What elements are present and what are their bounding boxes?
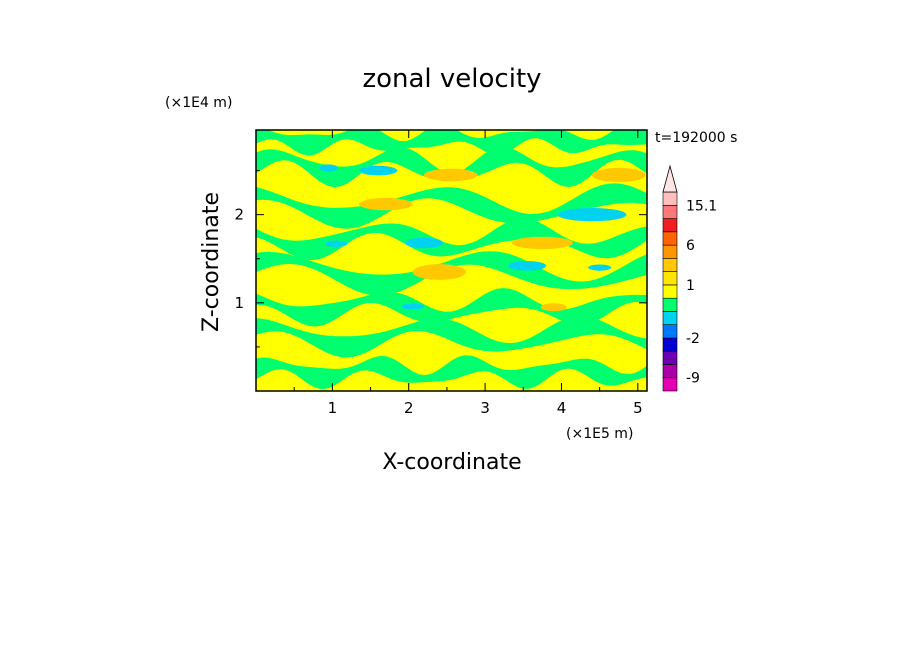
green-band-0 (256, 355, 647, 390)
colorbar-swatch-3 (662, 337, 678, 352)
x-unit-label: (×1E5 m) (566, 426, 633, 442)
y-tick-label-1: 1 (234, 294, 244, 312)
green-band-7 (256, 130, 647, 156)
colorbar-swatch-4 (662, 324, 678, 339)
orange-patch-4 (592, 167, 646, 183)
green-band-6 (256, 146, 647, 188)
colorbar-overflow-arrow (662, 164, 678, 193)
colorbar-swatch-6 (662, 297, 678, 312)
green-band-3 (256, 251, 647, 296)
orange-patch-1 (412, 264, 466, 280)
x-axis-label: X-coordinate (382, 450, 521, 475)
orange-patch-0 (540, 303, 567, 312)
colorbar-label-6: 6 (686, 238, 695, 254)
cyan-patch-13 (588, 264, 612, 271)
green-band-2 (256, 288, 647, 327)
x-tick-label-3: 3 (480, 399, 490, 417)
colorbar-swatch-14 (662, 191, 678, 206)
cyan-patch-12 (324, 240, 348, 247)
green-band-1 (256, 315, 647, 358)
plot-frame (255, 129, 648, 392)
y-unit-label: (×1E4 m) (165, 95, 232, 111)
x-tick-label-1: 1 (328, 399, 338, 417)
colorbar-label--9: -9 (686, 371, 700, 387)
y-tick-label-2: 2 (234, 206, 244, 224)
colorbar-swatch-5 (662, 311, 678, 325)
y-axis-ticks: 12 (234, 170, 647, 348)
x-axis-ticks: 1 2 3 4 5 (293, 130, 643, 417)
chart-title: zonal velocity (362, 64, 541, 94)
x-tick-label-5: 5 (633, 399, 643, 417)
x-tick-label-4: 4 (557, 399, 567, 417)
orange-patch-5 (424, 168, 478, 182)
cyan-patch-8 (507, 261, 547, 271)
green-band-5 (256, 183, 647, 229)
colorbar-swatch-0 (662, 377, 678, 392)
cyan-patch-10 (319, 164, 338, 172)
colorbar-label-15.1: 15.1 (686, 198, 717, 214)
colorbar-swatch-7 (662, 284, 678, 299)
colorbar-swatch-13 (662, 205, 678, 219)
orange-patch-3 (359, 197, 413, 211)
cyan-patch-6 (557, 208, 627, 222)
orange-patch-2 (511, 236, 573, 250)
colorbar-swatch-10 (662, 244, 678, 259)
cyan-patch-11 (401, 303, 425, 310)
colorbar-swatch-9 (662, 257, 678, 272)
colorbar: 15.1 6 1 -2 -9 (662, 164, 717, 392)
time-label: t=192000 s (655, 130, 737, 146)
colorbar-swatch-8 (662, 271, 678, 286)
colorbar-label--2: -2 (686, 331, 700, 347)
colorbar-swatch-2 (662, 350, 678, 365)
y-axis-label: Z-coordinate (199, 192, 224, 332)
contour-field (256, 130, 647, 391)
colorbar-label-1: 1 (686, 278, 695, 294)
colorbar-swatch-1 (662, 364, 678, 379)
colorbar-swatch-11 (662, 231, 678, 246)
cyan-patch-9 (359, 165, 398, 176)
green-band-4 (256, 218, 647, 260)
x-tick-label-2: 2 (404, 399, 414, 417)
colorbar-swatch-12 (662, 218, 678, 233)
cyan-patch-7 (404, 237, 444, 249)
